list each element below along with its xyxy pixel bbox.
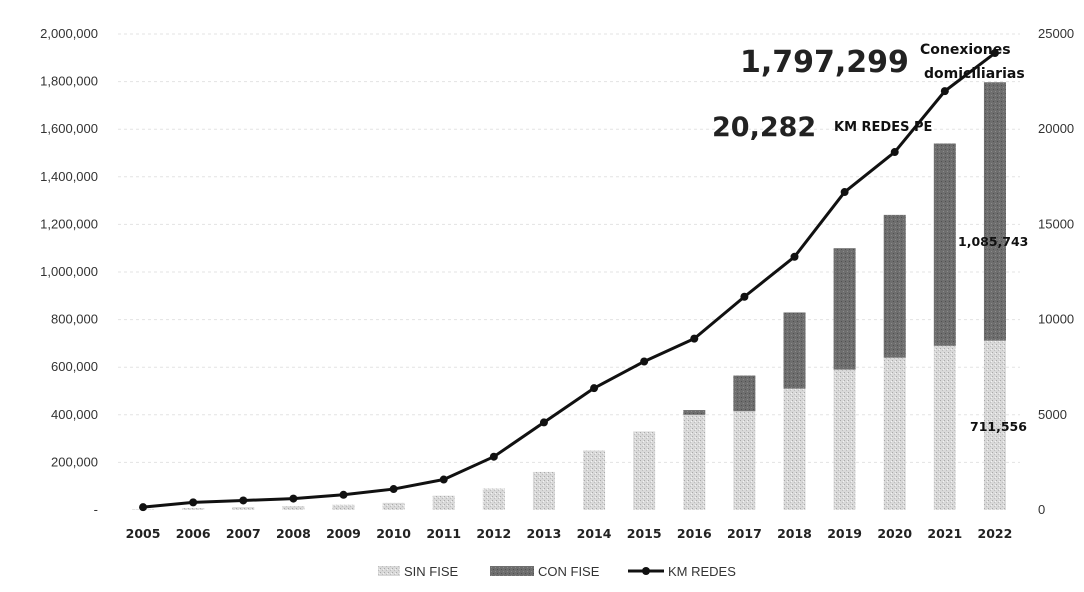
bar-sin-fise [783,388,806,510]
x-tick-label: 2016 [677,526,712,541]
bar-sin-fise [933,345,956,510]
km-redes-point [339,490,348,499]
bar-sin-fise [282,506,305,510]
x-tick-label: 2007 [226,526,261,541]
x-tick-label: 2009 [326,526,361,541]
bar-con-fise [933,143,956,346]
y-tick-label: 1,400,000 [40,169,98,184]
km-redes-point [289,494,298,503]
bar-sin-fise [432,495,455,510]
x-tick-label: 2011 [426,526,461,541]
km-redes-point [389,485,398,494]
x-tick-label: 2021 [927,526,962,541]
bar-con-fise [983,82,1006,341]
x-tick-label: 2015 [627,526,662,541]
km-redes-point [139,503,148,512]
bar-sin-fise [532,471,555,510]
bar-sin-fise [382,502,405,510]
y2-tick-label: 15000 [1038,216,1074,231]
km-redes-point [539,418,548,427]
bars [132,82,1006,510]
km-redes-point [840,188,849,197]
gridlines [118,33,1020,463]
label-con-fise-2022: 1,085,743 [958,234,1028,249]
km-redes-series-line [142,51,996,509]
bar-sin-fise [332,504,355,510]
km-redes-point [189,498,198,507]
y-tick-label: 200,000 [51,454,98,469]
x-tick-label: 2005 [126,526,161,541]
legend-swatch-con-fise [490,566,534,576]
km-redes-point [239,496,248,505]
y-tick-label: 800,000 [51,312,98,327]
y-tick-label: 2,000,000 [40,26,98,41]
km-redes-point [890,148,899,157]
km-redes-point [790,252,799,261]
legend: SIN FISE CON FISE KM REDES [378,564,736,579]
bar-sin-fise [232,507,255,510]
annotation-km-value: 20,282 [712,112,816,143]
x-tick-label: 2020 [877,526,912,541]
x-tick-label: 2018 [777,526,812,541]
x-tick-label: 2022 [978,526,1013,541]
y-tick-label: 400,000 [51,407,98,422]
x-tick-label: 2012 [476,526,511,541]
y2-tick-label: 25000 [1038,26,1074,41]
y-tick-label: 1,800,000 [40,74,98,89]
annotation-km-label: KM REDES PE [834,120,932,135]
x-tick-label: 2008 [276,526,311,541]
y-tick-label: 1,600,000 [40,121,98,136]
km-redes-line [139,49,999,512]
annotation-total-label-1: Conexiones [920,42,1011,58]
km-redes-point [990,49,999,58]
y-axis-left: - 200,000 400,000 600,000 800,000 1,000,000 1,… [40,26,98,517]
x-axis: 2005 2006 2007 2008 2009 2010 2011 2012 2013 2014… [126,526,1013,541]
x-tick-label: 2010 [376,526,411,541]
bar-sin-fise [482,488,505,510]
y-axis-right: 0 5000 10000 15000 20000 25000 [1038,26,1074,517]
legend-label-km-redes: KM REDES [668,564,736,579]
km-redes-point [590,384,599,393]
bar-sin-fise [182,508,205,510]
y-tick-label: 600,000 [51,359,98,374]
bar-sin-fise [583,450,606,510]
y-tick-label: 1,200,000 [40,216,98,231]
y-tick-label: 1,000,000 [40,264,98,279]
x-tick-label: 2014 [577,526,612,541]
km-redes-point [489,452,498,461]
legend-marker-km-redes [642,567,650,575]
km-redes-point [439,475,448,484]
y2-tick-label: 0 [1038,502,1045,517]
annotation-total-connections: 1,797,299 [740,45,909,80]
bar-con-fise [733,375,756,412]
bar-sin-fise [883,357,906,510]
y2-tick-label: 10000 [1038,312,1074,327]
x-tick-label: 2006 [176,526,211,541]
bar-sin-fise [733,411,756,510]
legend-label-con-fise: CON FISE [538,564,600,579]
label-sin-fise-2022: 711,556 [970,419,1027,434]
bar-con-fise [683,410,706,415]
bar-sin-fise [983,340,1006,510]
bar-sin-fise [633,431,656,510]
y-tick-label: - [94,502,98,517]
km-redes-point [690,334,699,343]
x-tick-label: 2017 [727,526,762,541]
legend-swatch-sin-fise [378,566,400,576]
bar-con-fise [783,312,806,389]
km-redes-point [940,87,949,96]
x-tick-label: 2019 [827,526,862,541]
x-tick-label: 2013 [527,526,562,541]
km-redes-point [640,357,649,366]
annotation-total-label-2: domiciliarias [924,66,1025,82]
y2-tick-label: 5000 [1038,407,1067,422]
bar-con-fise [883,214,906,358]
y2-tick-label: 20000 [1038,121,1074,136]
km-redes-point [740,292,749,301]
bar-con-fise [833,248,856,370]
bar-sin-fise [683,414,706,510]
bar-sin-fise [833,369,856,510]
legend-label-sin-fise: SIN FISE [404,564,459,579]
